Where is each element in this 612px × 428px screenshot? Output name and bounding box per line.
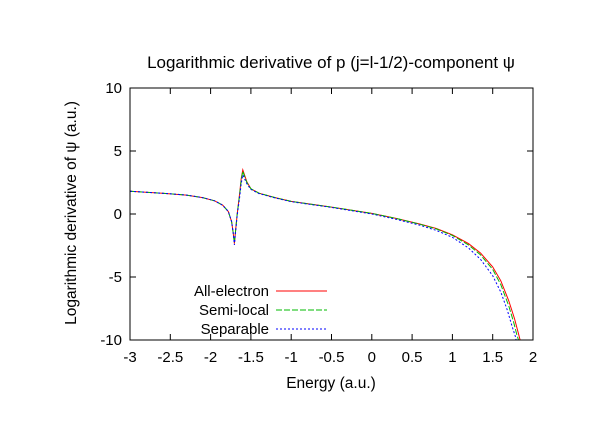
y-tick-label: 10	[105, 80, 122, 97]
legend-label: All-electron	[194, 283, 269, 300]
x-tick-label: -2	[204, 349, 217, 366]
plot-frame	[129, 87, 534, 341]
y-tick-label: -10	[100, 332, 122, 349]
axis-tick-labels: -3 -2.5 -2 -1.5 -1 -0.5 0 0.5 1 1.5 2 -10 -5 0 5 10	[100, 80, 537, 366]
x-tick-label: -1	[285, 349, 298, 366]
x-axis-label: Energy (a.u.)	[286, 375, 376, 392]
axis-ticks	[129, 87, 534, 341]
x-tick-label: -1.5	[238, 349, 264, 366]
x-tick-label: 0.5	[402, 349, 423, 366]
legend-label: Separable	[201, 321, 269, 338]
y-tick-label: -5	[109, 269, 122, 286]
y-axis-label: Logarithmic derivative of ψ (a.u.)	[63, 101, 80, 325]
data-series	[129, 167, 521, 341]
chart-title: Logarithmic derivative of p (j=l-1/2)-co…	[147, 53, 515, 72]
x-tick-label: -2.5	[157, 349, 183, 366]
x-tick-label: 1	[448, 349, 456, 366]
x-tick-label: -3	[123, 349, 136, 366]
x-tick-label: 2	[529, 349, 537, 366]
series-line-semi-local	[129, 169, 519, 341]
legend-label: Semi-local	[199, 302, 269, 319]
x-tick-label: 1.5	[482, 349, 503, 366]
x-tick-label: 0	[368, 349, 376, 366]
x-tick-label: -0.5	[319, 349, 345, 366]
y-tick-label: 0	[114, 206, 122, 223]
legend: All-electron Semi-local Separable	[194, 283, 327, 338]
series-line-separable	[129, 173, 517, 341]
y-tick-label: 5	[114, 143, 122, 160]
